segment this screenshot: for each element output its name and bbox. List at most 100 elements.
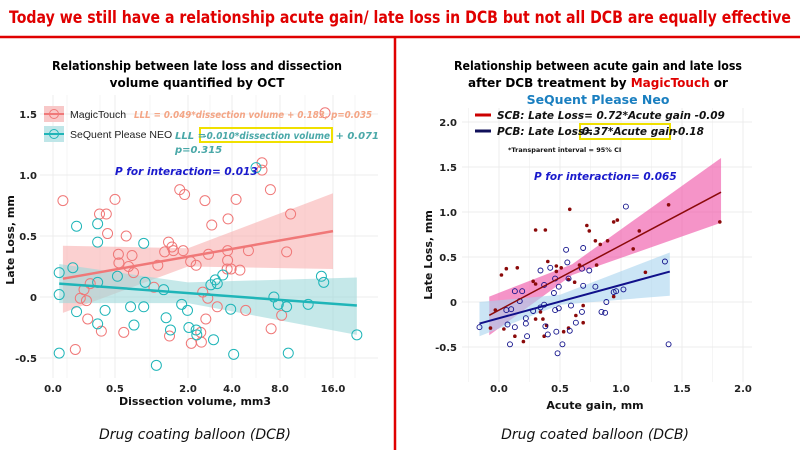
left-points — [53, 107, 363, 371]
data-point-scb — [587, 229, 592, 233]
x-tick-label: 2.0 — [734, 384, 752, 395]
data-point-scb — [559, 266, 564, 270]
left-legend[interactable]: MagicTouch SeQuent Please NEO — [44, 106, 172, 142]
y-tick-label: 1.0 — [439, 208, 457, 219]
data-point-pcb — [665, 341, 672, 348]
data-point-scb — [594, 263, 599, 267]
data-point-sequent — [217, 269, 229, 281]
left-caption: Drug coating balloon (DCB) — [99, 427, 291, 443]
data-point-scb — [554, 269, 559, 274]
sequent-eq-prefix: LLL = — [175, 131, 209, 142]
data-point-scb — [515, 266, 520, 270]
data-point-pcb — [555, 305, 562, 312]
title-or: or — [710, 76, 728, 90]
data-point-scb — [521, 339, 526, 344]
data-point-scb — [513, 334, 517, 339]
data-point-sequent — [53, 347, 65, 359]
data-point-scb — [605, 239, 610, 243]
data-point-pcb — [566, 327, 573, 334]
data-point-sequent — [92, 318, 104, 330]
ci-note: *Transparent interval = 95% CI — [508, 146, 621, 154]
x-tick-label: 0.0 — [490, 384, 508, 395]
x-tick-label: 2.0 — [179, 384, 197, 395]
data-point-magictouch — [179, 189, 191, 201]
fit-line-pcb — [479, 270, 671, 325]
highlight-box-right — [579, 123, 671, 140]
x-tick-label: 8.0 — [271, 384, 289, 395]
x-tick-label: 0.5 — [106, 384, 124, 395]
fit-line-magictouch — [62, 229, 334, 280]
data-point-scb — [581, 303, 585, 308]
data-point-scb — [533, 317, 538, 321]
ci-band-sequent — [59, 264, 357, 335]
data-point-scb — [581, 320, 585, 325]
x-tick-label: 0.0 — [44, 384, 62, 395]
data-point-pcb — [554, 350, 561, 357]
data-point-pcb — [598, 308, 605, 315]
magictouch-equation: LLL = 0.049*dissection volume + 0.183, p… — [134, 110, 372, 121]
data-point-pcb — [553, 328, 560, 335]
data-point-pcb — [476, 324, 483, 331]
data-point-scb — [585, 223, 589, 228]
data-point-magictouch — [109, 193, 121, 205]
data-point-magictouch — [100, 208, 112, 220]
data-point-sequent — [281, 301, 293, 313]
data-point-pcb — [559, 341, 566, 348]
right-caption: Drug coated balloon (DCB) — [501, 427, 689, 443]
data-point-pcb — [524, 333, 531, 340]
data-point-scb — [615, 218, 620, 222]
x-tick-label: 16.0 — [321, 384, 346, 395]
data-point-magictouch — [240, 304, 252, 316]
title-text: after DCB treatment by — [468, 76, 631, 90]
data-point-sequent — [92, 236, 104, 248]
data-point-sequent — [53, 289, 65, 301]
data-point-sequent — [125, 301, 137, 313]
data-point-magictouch — [264, 184, 276, 196]
legend-marker-magictouch — [49, 109, 59, 119]
data-point-magictouch — [127, 267, 139, 279]
data-point-pcb — [547, 264, 554, 271]
right-ci-bands — [479, 158, 722, 337]
fit-line-sequent — [59, 282, 357, 307]
data-point-magictouch — [190, 259, 202, 271]
right-chart-title-line3: SeQuent Please Neo — [527, 92, 670, 107]
data-point-sequent — [99, 304, 111, 316]
data-point-sequent — [182, 304, 194, 316]
data-point-pcb — [565, 275, 572, 282]
data-point-magictouch — [126, 250, 138, 262]
data-point-sequent — [302, 298, 314, 310]
right-p-interaction: P for interaction= 0.065 — [534, 171, 677, 183]
right-tick-labels: 0.0 0.5 1.0 1.5 2.0 -0.5 0 0.5 1.0 1.5 2.0 — [435, 118, 752, 395]
data-point-pcb — [519, 288, 526, 295]
data-point-pcb — [622, 203, 629, 210]
data-point-pcb — [661, 258, 668, 265]
data-point-pcb — [603, 299, 610, 305]
left-ci-bands — [59, 193, 357, 335]
data-point-sequent — [351, 329, 363, 341]
data-point-magictouch — [112, 248, 124, 260]
data-point-pcb — [572, 319, 579, 326]
data-point-scb — [637, 229, 642, 233]
data-point-magictouch — [164, 330, 176, 342]
data-point-sequent — [92, 218, 104, 230]
data-point-magictouch — [159, 246, 171, 258]
left-fit-lines — [59, 229, 357, 307]
data-point-sequent — [111, 270, 123, 282]
data-point-scb — [543, 228, 548, 232]
data-point-scb — [598, 242, 603, 247]
data-point-pcb — [602, 309, 609, 316]
data-point-sequent — [282, 347, 294, 359]
y-tick-label: 1.5 — [439, 163, 457, 174]
data-point-magictouch — [319, 107, 331, 119]
data-point-magictouch — [202, 292, 214, 304]
data-point-scb — [533, 228, 538, 232]
left-chart-title-line2: volume quantified by OCT — [110, 76, 286, 90]
data-point-magictouch — [84, 278, 96, 290]
data-point-sequent — [164, 324, 176, 336]
data-point-magictouch — [276, 309, 288, 321]
data-point-sequent — [208, 334, 220, 346]
y-tick-label: 0.5 — [19, 232, 37, 243]
data-point-pcb — [564, 259, 571, 266]
data-point-magictouch — [120, 230, 132, 242]
